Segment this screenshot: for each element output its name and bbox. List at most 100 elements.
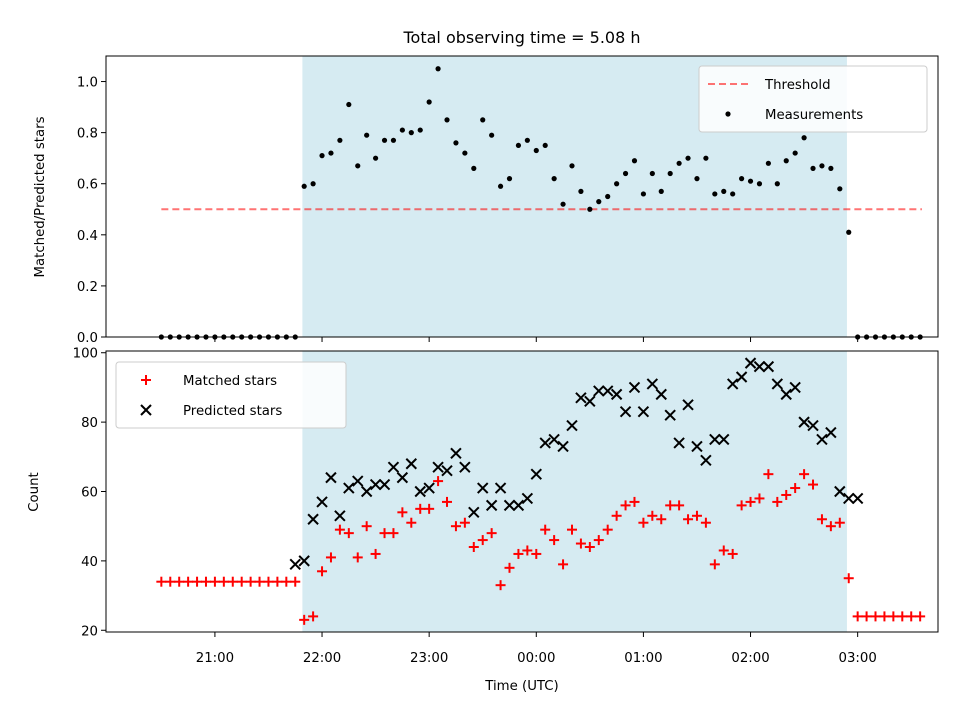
measurement-point — [381, 137, 388, 143]
measurement-point — [685, 155, 691, 161]
measurement-point — [497, 183, 504, 189]
matched-star-point — [808, 479, 819, 490]
matched-star-point — [263, 576, 274, 587]
measurement-point — [846, 229, 852, 235]
bottom-x-ticks: 21:00 22:00 23:00 00:00 01:00 02:00 03:00 — [196, 632, 877, 666]
predicted-star-point — [405, 458, 418, 470]
measurement-point — [489, 132, 495, 138]
predicted-star-point — [334, 510, 346, 522]
predicted-star-point — [557, 440, 569, 453]
bottom-y-axis-label: Count — [27, 472, 42, 512]
matched-star-point — [468, 542, 479, 553]
predicted-star-point — [834, 485, 846, 498]
matched-star-point — [334, 524, 345, 535]
measurement-point — [319, 153, 325, 159]
matched-star-point — [406, 517, 417, 528]
predicted-star-point — [682, 399, 694, 411]
matched-star-point — [825, 521, 836, 532]
measurement-point — [774, 181, 780, 187]
predicted-star-point — [593, 385, 605, 397]
measurement-point — [596, 199, 602, 205]
bottom-y-tick-label: 40 — [81, 555, 98, 570]
measurement-point — [390, 137, 397, 143]
top-y-tick-label: 0.0 — [77, 331, 98, 346]
matched-star-point — [370, 548, 381, 559]
matched-star-point — [308, 611, 319, 622]
top-legend-box — [698, 65, 928, 133]
measurement-point — [542, 142, 548, 149]
matched-star-point — [879, 611, 890, 622]
matched-star-point — [379, 528, 390, 539]
matched-star-point — [415, 503, 426, 514]
measurement-point — [756, 181, 763, 187]
predicted-star-point — [494, 482, 507, 494]
matched-star-point — [192, 576, 203, 587]
chart-title: Total observing time = 5.08 h — [402, 28, 640, 47]
measurement-point — [730, 191, 736, 197]
predicted-star-point — [441, 464, 453, 477]
matched-star-point — [575, 538, 586, 549]
matched-star-point — [683, 514, 694, 525]
matched-star-point — [843, 573, 854, 584]
measurement-point — [828, 165, 834, 171]
predicted-star-point — [450, 447, 462, 460]
predicted-star-point — [753, 360, 766, 373]
measurement-point — [551, 176, 557, 182]
x-tick-label: 02:00 — [731, 651, 769, 666]
legend-measurements-label: Measurements — [765, 108, 863, 123]
predicted-star-point — [396, 471, 409, 484]
predicted-star-point — [575, 392, 587, 404]
matched-star-point — [522, 545, 533, 556]
matched-star-point — [343, 528, 354, 539]
matched-star-point — [897, 611, 908, 622]
matched-star-point — [352, 552, 363, 563]
matched-star-point — [763, 469, 774, 480]
matched-star-point — [424, 503, 435, 514]
predicted-star-point — [807, 419, 819, 432]
matched-star-point — [852, 611, 863, 622]
matched-star-point — [629, 496, 640, 507]
predicted-star-point — [726, 378, 739, 390]
matched-star-point — [558, 559, 569, 570]
predicted-star-point — [780, 388, 792, 401]
matched-star-point — [754, 493, 765, 504]
matched-star-point — [602, 524, 613, 535]
bottom-y-tick-label: 20 — [81, 624, 98, 639]
matched-star-point — [450, 521, 461, 532]
legend-matched-marker — [141, 375, 151, 385]
predicted-star-point — [655, 388, 667, 401]
predicted-star-point — [816, 433, 828, 446]
matched-star-point — [906, 611, 917, 622]
x-tick-label: 21:00 — [196, 651, 234, 666]
matched-star-point — [549, 535, 560, 546]
measurement-point — [658, 188, 664, 194]
matched-star-point — [290, 576, 301, 587]
measurement-point — [435, 66, 441, 72]
measurement-point — [328, 150, 334, 156]
measurement-point — [694, 176, 700, 182]
predicted-star-point — [619, 406, 632, 418]
matched-star-point — [620, 500, 631, 511]
matched-star-point — [272, 576, 283, 587]
legend-matched-swatch — [141, 375, 151, 385]
matched-star-point — [727, 548, 738, 559]
predicted-star-point — [673, 437, 685, 449]
measurement-points — [158, 66, 923, 340]
measurement-point — [640, 191, 647, 197]
predicted-star-point — [432, 461, 444, 473]
measurement-point — [614, 181, 620, 187]
bottom-y-ticks: 20 40 60 80 100 — [73, 347, 106, 639]
predicted-star-point — [646, 378, 659, 390]
predicted-star-point — [735, 371, 748, 383]
matched-star-point — [513, 548, 524, 559]
matched-star-point — [790, 483, 801, 494]
predicted-star-point — [843, 492, 855, 505]
predicted-star-point — [459, 461, 471, 473]
measurement-point — [747, 178, 754, 184]
matched-star-point — [299, 614, 310, 625]
bottom-y-tick-label: 100 — [73, 347, 98, 362]
measurement-point — [364, 132, 370, 138]
matched-star-point — [834, 517, 845, 528]
measurement-point — [810, 165, 816, 171]
predicted-star-point — [771, 378, 784, 390]
